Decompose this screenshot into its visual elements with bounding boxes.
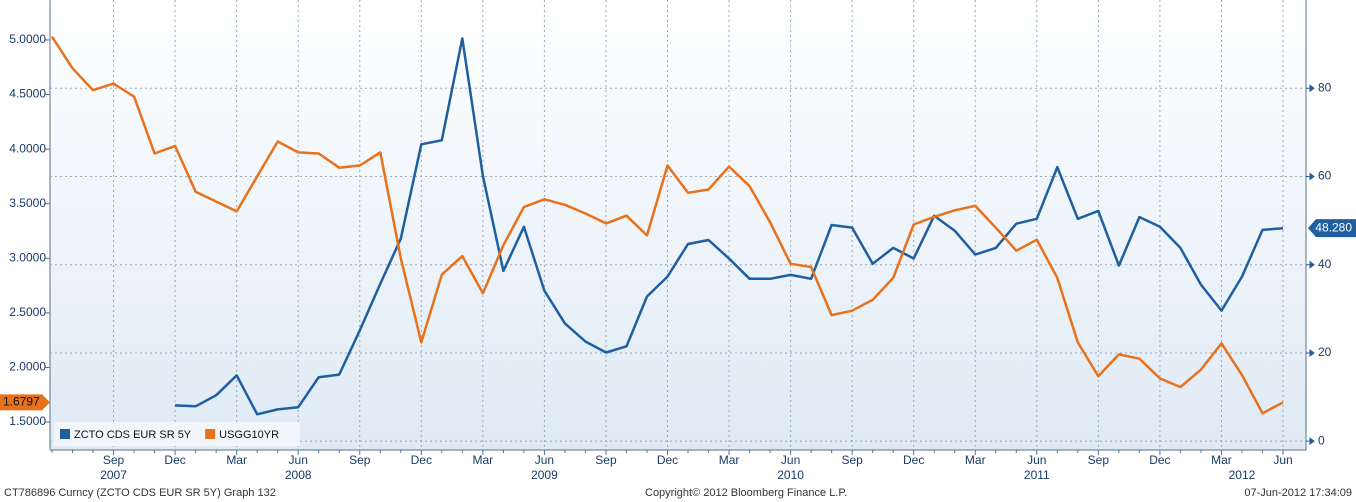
x-tick-label: Jun xyxy=(535,453,554,467)
y-tick-label: 3.0000 xyxy=(9,250,46,264)
y-tick-label: 2.0000 xyxy=(9,360,46,374)
x-tick-label: Mar xyxy=(965,453,986,467)
x-tick-label: Dec xyxy=(657,453,678,467)
y-tick-label: 1.5000 xyxy=(9,414,46,428)
year-label: 2012 xyxy=(1229,468,1256,482)
y2-tick xyxy=(1306,172,1315,181)
x-tick-label: Jun xyxy=(1027,453,1046,467)
last-value-tag xyxy=(0,394,50,411)
series-line xyxy=(175,37,1284,416)
legend-box xyxy=(54,422,300,446)
footer-right: 07-Jun-2012 17:34:09 xyxy=(1244,487,1352,499)
x-tick-label: Dec xyxy=(903,453,924,467)
y-tick-label: 4.0000 xyxy=(9,141,46,155)
x-tick-label: Jun xyxy=(1273,453,1292,467)
year-label: 2011 xyxy=(1024,468,1050,482)
x-tick-label: Sep xyxy=(349,453,371,467)
legend-label: USGG10YR xyxy=(219,429,279,441)
x-tick-label: Dec xyxy=(1149,453,1170,467)
x-tick-label: Mar xyxy=(226,453,247,467)
y2-tick-label: 80 xyxy=(1318,80,1332,94)
last-value-tag xyxy=(1308,219,1356,238)
x-tick-label: Mar xyxy=(719,453,740,467)
plot-area xyxy=(50,0,1306,450)
x-tick-label: Mar xyxy=(473,453,494,467)
x-tick-label: Sep xyxy=(841,453,863,467)
x-tick-label: Sep xyxy=(1088,453,1110,467)
year-label: 2008 xyxy=(285,468,312,482)
y2-tick-label: 60 xyxy=(1318,169,1332,183)
x-tick-label: Dec xyxy=(164,453,185,467)
y-tick-label: 4.5000 xyxy=(9,87,46,101)
footer-center: Copyright© 2012 Bloomberg Finance L.P. xyxy=(645,487,847,499)
y2-tick-label: 40 xyxy=(1318,257,1332,271)
y-tick-label: 3.5000 xyxy=(9,196,46,210)
x-tick-label: Sep xyxy=(103,453,125,467)
y-tick-label: 2.5000 xyxy=(9,305,46,319)
series-line xyxy=(50,36,1284,415)
y2-tick xyxy=(1306,437,1315,446)
x-tick-label: Dec xyxy=(411,453,432,467)
year-label: 2010 xyxy=(777,468,804,482)
x-tick-label: Jun xyxy=(781,453,800,467)
y-tick-label: 5.0000 xyxy=(9,32,46,46)
x-tick-label: Mar xyxy=(1211,453,1232,467)
y2-tick xyxy=(1306,260,1315,269)
x-tick-label: Jun xyxy=(289,453,308,467)
x-tick-label: Sep xyxy=(595,453,617,467)
last-value-label: 1.6797 xyxy=(3,395,40,409)
footer-left: CT786896 Curncy (ZCTO CDS EUR SR 5Y) Gra… xyxy=(4,487,276,499)
year-label: 2009 xyxy=(531,468,558,482)
legend-swatch xyxy=(60,429,70,439)
year-label: 2007 xyxy=(100,468,127,482)
y2-tick-label: 0 xyxy=(1318,433,1325,447)
y2-tick-label: 20 xyxy=(1318,345,1332,359)
y2-tick xyxy=(1306,348,1315,357)
legend-label: ZCTO CDS EUR SR 5Y xyxy=(74,429,192,441)
y2-tick xyxy=(1306,84,1315,93)
legend-swatch xyxy=(205,429,216,439)
last-value-label: 48.280 xyxy=(1315,220,1352,234)
